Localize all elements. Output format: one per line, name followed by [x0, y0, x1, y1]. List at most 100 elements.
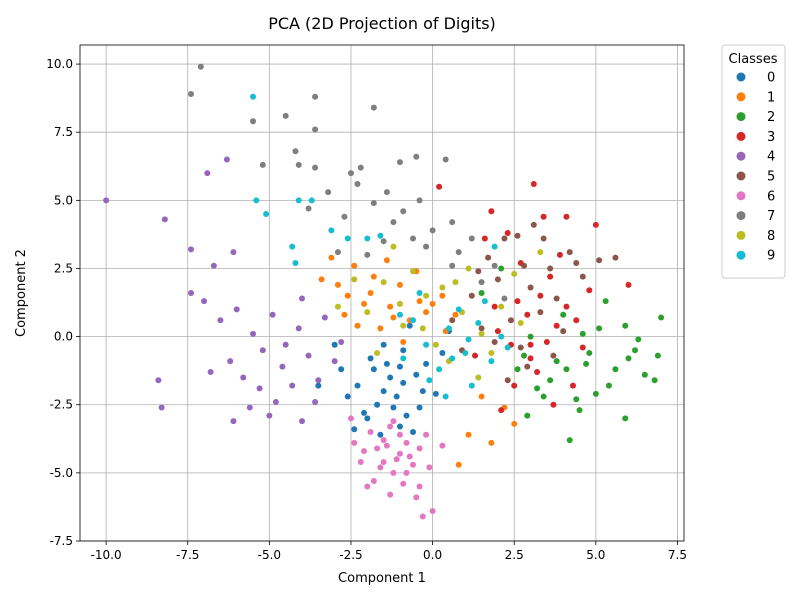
- point-class-6: [357, 458, 364, 465]
- point-class-6: [387, 423, 394, 430]
- point-class-1: [383, 257, 390, 264]
- point-class-6: [429, 508, 436, 515]
- point-class-7: [354, 180, 361, 187]
- point-class-4: [338, 339, 345, 346]
- point-class-9: [445, 325, 452, 332]
- legend-marker-7: [736, 211, 746, 221]
- point-class-8: [511, 270, 518, 277]
- point-class-5: [553, 295, 560, 302]
- legend-box: [721, 44, 786, 279]
- point-class-3: [537, 292, 544, 299]
- y-tick-label: -2.5: [50, 398, 73, 412]
- point-class-8: [537, 249, 544, 256]
- point-class-7: [413, 153, 420, 160]
- point-class-9: [465, 336, 472, 343]
- point-class-3: [543, 339, 550, 346]
- point-class-1: [465, 431, 472, 438]
- point-class-6: [396, 450, 403, 457]
- point-class-3: [472, 352, 479, 359]
- point-class-9: [400, 355, 407, 362]
- point-class-0: [377, 431, 384, 438]
- point-class-4: [299, 295, 306, 302]
- point-class-0: [367, 355, 374, 362]
- point-class-4: [230, 418, 237, 425]
- x-tick-label: -2.5: [339, 548, 362, 562]
- point-class-6: [380, 458, 387, 465]
- point-class-3: [498, 407, 505, 414]
- legend-marker-5: [736, 171, 746, 181]
- point-class-2: [596, 325, 603, 332]
- x-tick-label: -5.0: [258, 548, 281, 562]
- point-class-4: [295, 325, 302, 332]
- point-class-9: [364, 235, 371, 242]
- point-class-7: [305, 205, 312, 212]
- point-class-1: [511, 420, 518, 427]
- point-class-5: [504, 377, 511, 384]
- point-class-8: [400, 322, 407, 329]
- point-class-9: [488, 358, 495, 365]
- point-class-2: [527, 333, 534, 340]
- point-class-1: [344, 292, 351, 299]
- x-tick-label: 2.5: [505, 548, 524, 562]
- point-class-6: [380, 437, 387, 444]
- point-class-4: [103, 197, 110, 204]
- point-class-0: [413, 371, 420, 378]
- point-class-6: [423, 431, 430, 438]
- point-class-0: [315, 382, 322, 389]
- point-class-7: [400, 208, 407, 215]
- point-class-6: [426, 464, 433, 471]
- legend-title: Classes: [729, 52, 778, 67]
- point-class-1: [387, 303, 394, 310]
- point-class-6: [347, 415, 354, 422]
- point-class-3: [436, 183, 443, 190]
- point-class-0: [400, 379, 407, 386]
- point-class-7: [468, 235, 475, 242]
- point-class-6: [396, 431, 403, 438]
- point-class-9: [295, 197, 302, 204]
- point-class-2: [622, 415, 629, 422]
- point-class-4: [233, 306, 240, 313]
- point-class-8: [334, 303, 341, 310]
- point-class-3: [481, 235, 488, 242]
- point-class-8: [452, 279, 459, 286]
- point-class-5: [524, 363, 531, 370]
- point-class-6: [419, 513, 426, 520]
- point-class-4: [217, 317, 224, 324]
- point-class-1: [334, 281, 341, 288]
- point-class-2: [563, 366, 570, 373]
- point-class-1: [390, 314, 397, 321]
- point-class-8: [390, 243, 397, 250]
- point-class-4: [289, 382, 296, 389]
- point-class-6: [416, 445, 423, 452]
- point-class-5: [596, 257, 603, 264]
- point-class-2: [540, 393, 547, 400]
- point-class-4: [240, 374, 247, 381]
- point-class-7: [370, 200, 377, 207]
- point-class-5: [573, 260, 580, 267]
- point-class-1: [341, 311, 348, 318]
- point-class-7: [364, 251, 371, 258]
- point-class-6: [390, 418, 397, 425]
- point-class-5: [514, 232, 521, 239]
- legend-marker-3: [736, 131, 746, 141]
- point-class-6: [383, 442, 390, 449]
- point-class-1: [488, 439, 495, 446]
- point-class-1: [354, 322, 361, 329]
- legend-label-5: 5: [767, 170, 775, 185]
- legend-marker-2: [736, 112, 746, 122]
- point-class-6: [410, 461, 417, 468]
- point-class-7: [370, 104, 377, 111]
- point-class-6: [351, 439, 358, 446]
- point-class-0: [380, 388, 387, 395]
- point-class-4: [204, 170, 211, 177]
- point-class-0: [354, 382, 361, 389]
- point-class-8: [374, 349, 381, 356]
- point-class-8: [410, 268, 417, 275]
- point-class-4: [256, 385, 263, 392]
- point-class-3: [530, 180, 537, 187]
- point-class-2: [625, 355, 632, 362]
- point-class-6: [393, 456, 400, 463]
- point-class-9: [292, 260, 299, 267]
- point-class-8: [380, 279, 387, 286]
- point-class-2: [560, 311, 567, 318]
